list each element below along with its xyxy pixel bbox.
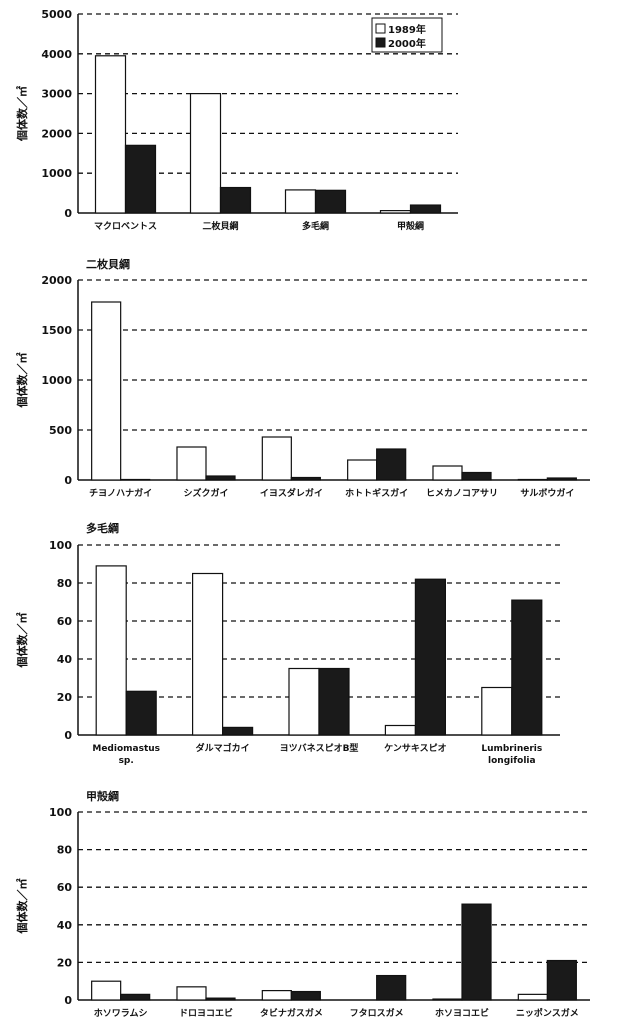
chart-2-bar-2000 [120, 478, 151, 481]
chart-4-bar-2000 [376, 974, 407, 1001]
legend-label-1989: 1989年 [388, 23, 426, 36]
chart-3-bar-1989 [481, 686, 513, 736]
chart-3-bar-2000 [125, 690, 157, 736]
chart-4-x-tick-label: ニッポンスガメ [516, 1007, 579, 1019]
chart-1-bar-1989 [94, 55, 127, 214]
chart-4-bar-2000 [205, 997, 236, 1001]
chart-4-bar-2000 [461, 903, 492, 1001]
chart-2-bar-1989 [347, 459, 378, 481]
chart-3-y-tick-label: 40 [57, 653, 73, 666]
chart-1-bar-2000 [314, 189, 347, 214]
chart-3-y-tick-label: 60 [57, 615, 73, 628]
chart-2-x-tick-label: ヒメカノコアサリ [426, 488, 498, 499]
chart-4-bar-1989 [176, 986, 207, 1001]
chart-4-title: 甲殻綱 [86, 789, 119, 803]
chart-2-y-tick-label: 1000 [41, 374, 72, 387]
chart-2-bar-2000 [461, 471, 492, 481]
chart-4-x-tick-label: ドロヨコエビ [179, 1007, 233, 1019]
legend-label-2000: 2000年 [388, 37, 426, 50]
chart-4-y-axis-label: 個体数／㎡ [15, 879, 29, 935]
chart-1-x-tick-label: 甲殻綱 [397, 220, 424, 232]
chart-2-bar-1989 [261, 436, 292, 481]
chart-4-bar-2000 [546, 959, 577, 1001]
chart-3-y-axis-label: 個体数／㎡ [15, 613, 29, 669]
chart-4-bar-2000 [290, 990, 321, 1001]
chart-1-bar-1989 [379, 210, 412, 214]
chart-2-y-tick-label: 500 [49, 424, 72, 437]
chart-1-y-tick-label: 3000 [41, 88, 72, 101]
chart-4-x-tick-label: ホソワラムシ [94, 1008, 148, 1019]
chart-1-y-tick-label: 0 [64, 207, 72, 220]
chart-4-y-tick-label: 80 [57, 844, 73, 857]
chart-2-x-tick-label: サルボウガイ [520, 487, 574, 499]
chart-1-bar-2000 [409, 204, 442, 214]
chart-4-y-tick-label: 100 [49, 806, 72, 819]
chart-3-y-tick-label: 20 [57, 691, 73, 704]
chart-4-y-tick-label: 40 [57, 919, 73, 932]
chart-4-x-tick-label: フタロスガメ [350, 1007, 404, 1019]
chart-2-bar-1989 [517, 478, 548, 481]
chart-3-y-tick-label: 80 [57, 577, 73, 590]
chart-4-bar-1989 [261, 989, 292, 1001]
chart-3-x-tick-label: ケンサキスピオ [384, 742, 446, 754]
chart-2-bar-2000 [546, 477, 577, 481]
chart-3-bar-1989 [288, 667, 320, 736]
legend-swatch-1989 [375, 23, 386, 34]
chart-1-x-tick-label: 多毛綱 [302, 220, 329, 232]
chart-4-y-tick-label: 20 [57, 956, 73, 969]
chart-1-bar-1989 [284, 189, 317, 214]
chart-3-bar-1989 [95, 565, 127, 736]
chart-3-y-tick-label: 100 [49, 539, 72, 552]
chart-3-x-tick-label: ヨツバネスピオB型 [280, 742, 359, 754]
chart-3-bar-1989 [384, 724, 416, 736]
chart-1-x-tick-label: マクロベントス [94, 221, 157, 232]
chart-2-bar-1989 [176, 446, 207, 481]
chart-4-y-tick-label: 60 [57, 881, 73, 894]
chart-4-bar-1989 [517, 993, 548, 1001]
chart-2-y-tick-label: 1500 [41, 324, 72, 337]
chart-3-bar-1989 [192, 572, 224, 736]
chart-1-bar-2000 [219, 186, 252, 214]
chart-1-y-tick-label: 5000 [41, 8, 72, 21]
chart-3-x-tick-label: Mediomastus [92, 744, 160, 754]
legend-swatch-2000 [375, 37, 386, 48]
chart-2-x-tick-label: ホトトギスガイ [345, 487, 408, 499]
chart-3-bar-2000 [318, 667, 350, 736]
chart-1-y-axis-label: 個体数／㎡ [15, 86, 29, 142]
chart-3-bar-2000 [511, 599, 543, 736]
chart-1-bar-2000 [124, 144, 157, 214]
chart-2-x-tick-label: イヨスダレガイ [260, 487, 323, 499]
chart-2-bar-2000 [376, 448, 407, 481]
chart-4-bar-1989 [432, 998, 463, 1001]
chart-3-x-tick-label: Lumbrineris [481, 744, 542, 754]
chart-2-y-tick-label: 0 [64, 474, 72, 487]
chart-2-bar-1989 [91, 301, 122, 481]
chart-2-bar-1989 [432, 465, 463, 481]
chart-4-x-tick-label: タビナガスガメ [260, 1007, 323, 1019]
chart-3-y-tick-label: 0 [64, 729, 72, 742]
chart-1-y-tick-label: 2000 [41, 127, 72, 140]
chart-1-y-tick-label: 1000 [41, 167, 72, 180]
chart-2-bar-2000 [290, 476, 321, 481]
chart-3-x-tick-label: longifolia [488, 756, 536, 766]
chart-2-x-tick-label: チヨノハナガイ [89, 487, 152, 499]
chart-1-y-tick-label: 4000 [41, 48, 72, 61]
chart-2-bar-2000 [205, 475, 236, 481]
chart-1-bar-1989 [189, 92, 222, 214]
chart-3-x-tick-label: ダルマゴカイ [196, 742, 250, 754]
chart-3-bar-2000 [414, 578, 446, 736]
chart-4-bar-2000 [120, 993, 151, 1001]
chart-2-x-tick-label: シズクガイ [183, 487, 228, 499]
chart-2-y-axis-label: 個体数／㎡ [15, 353, 29, 409]
chart-4-bar-1989 [91, 980, 122, 1001]
chart-3-bar-2000 [222, 726, 254, 736]
chart-4-x-tick-label: ホソヨコエビ [435, 1007, 489, 1019]
chart-1-x-tick-label: 二枚貝綱 [202, 220, 238, 232]
chart-3-x-tick-label: sp. [119, 756, 134, 766]
chart-2-y-tick-label: 2000 [41, 274, 72, 287]
chart-3-title: 多毛綱 [86, 521, 119, 535]
chart-4-y-tick-label: 0 [64, 994, 72, 1007]
chart-2-title: 二枚貝綱 [86, 257, 130, 271]
